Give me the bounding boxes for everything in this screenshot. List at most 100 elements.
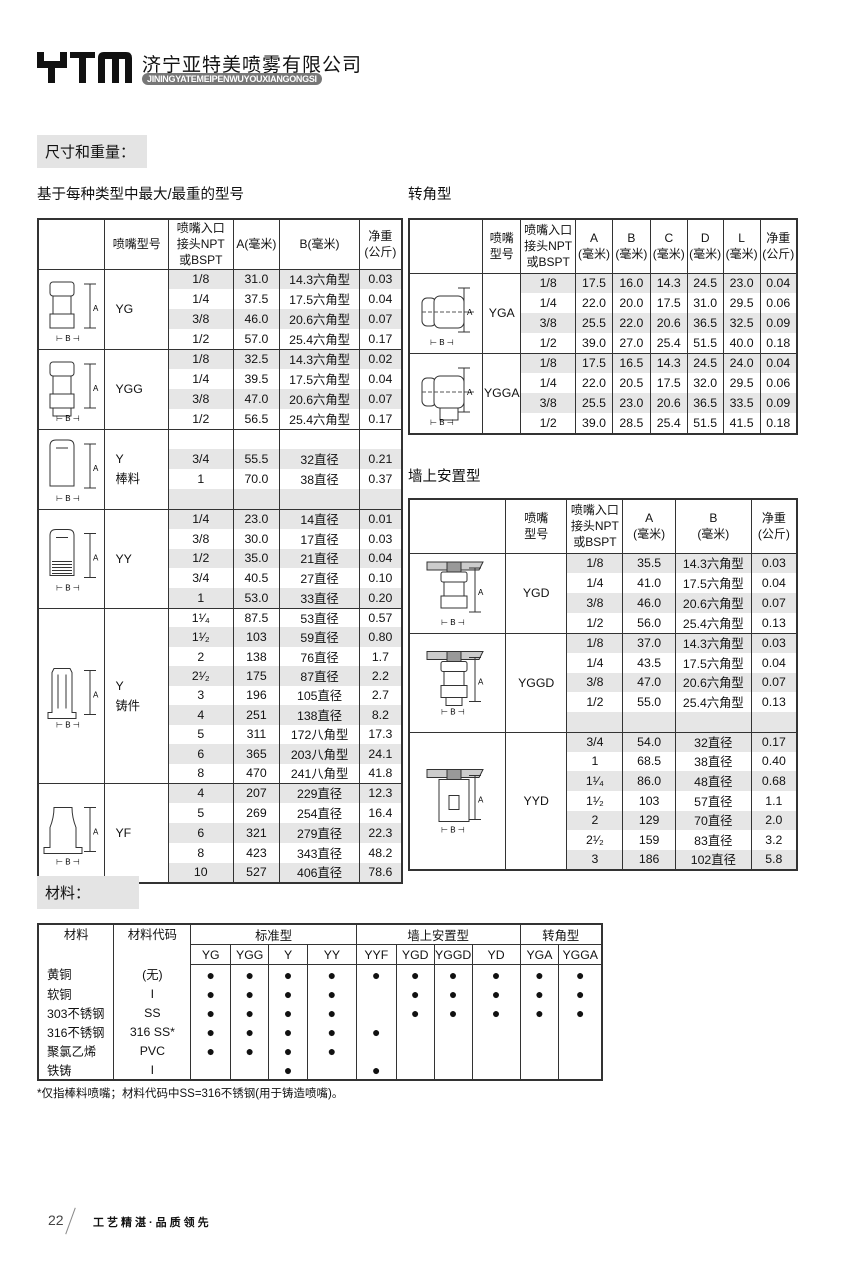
table-cell: 0.04 xyxy=(759,272,797,293)
model-cell: YY xyxy=(104,508,169,608)
column-header-line: (毫米) xyxy=(697,527,730,542)
table-row: 3/8 25.5 23.0 20.6 36.5 33.5 0.09 xyxy=(409,393,797,414)
table-cell: 48.2 xyxy=(358,842,402,863)
table-cell: 3 xyxy=(566,849,623,870)
model-cell: YF xyxy=(104,782,169,883)
table-cell: 31.0 xyxy=(686,293,724,313)
availability-dot: ● xyxy=(306,1022,357,1041)
table-cell: 20.5 xyxy=(611,373,651,394)
table-cell: 2.7 xyxy=(358,685,402,706)
table-row: 4 251 138直径 8.2 xyxy=(38,705,402,725)
availability-dot: ● xyxy=(190,1022,231,1041)
material-name: 聚氯乙烯 xyxy=(47,1044,97,1059)
model-name: YGG xyxy=(115,382,143,396)
table-cell: 3/8 xyxy=(566,672,623,693)
table-cell: 8 xyxy=(168,842,234,863)
material-code: I xyxy=(113,1060,191,1080)
table-cell: 0.40 xyxy=(750,751,797,772)
table-cell: 0.01 xyxy=(358,508,402,529)
model-name: Y xyxy=(115,452,124,466)
table-cell: 17.5六角型 xyxy=(674,573,752,593)
table-cell: 3/8 xyxy=(520,393,576,414)
column-header: 喷嘴入口 接头NPT 或BSPT xyxy=(520,219,576,274)
availability-empty xyxy=(395,1060,435,1080)
table-cell: 1¹⁄₂ xyxy=(566,790,623,811)
table-cell: 3/8 xyxy=(168,528,234,549)
column-header: 喷嘴型号 xyxy=(504,499,567,554)
table-cell: 55.0 xyxy=(622,692,676,713)
nozzle-diagram-yg: A ⊢ B ⊣ xyxy=(38,268,105,349)
availability-empty xyxy=(395,1041,435,1060)
material-code: PVC xyxy=(113,1041,191,1060)
table-cell: 25.5 xyxy=(575,313,613,333)
table-row: 8 470 241八角型 41.8 xyxy=(38,763,402,783)
svg-text:⊢ B ⊣: ⊢ B ⊣ xyxy=(56,857,80,866)
table-row: 1/2 35.0 21直径 0.04 xyxy=(38,548,402,569)
table-cell: 25.4六角型 xyxy=(674,692,752,713)
svg-text:A: A xyxy=(478,588,484,597)
table-cell: 3/4 xyxy=(566,731,623,752)
footer-slogan: 工艺精湛·品质领先 xyxy=(93,1217,212,1229)
table-row: 1 68.5 38直径 0.40 xyxy=(409,751,797,772)
svg-text:⊢ B ⊣: ⊢ B ⊣ xyxy=(56,583,80,592)
table-cell: 241八角型 xyxy=(279,763,360,783)
table-row: 1 53.0 33直径 0.20 xyxy=(38,588,402,608)
model-name: YGA xyxy=(488,306,515,320)
table-cell: 35.5 xyxy=(622,552,676,573)
table-cell: 321 xyxy=(232,822,280,843)
table-cell: 59直径 xyxy=(279,627,360,647)
column-header: 净重 (公斤) xyxy=(759,219,797,274)
table-cell: 31.0 xyxy=(232,268,280,289)
availability-dot: ● xyxy=(268,1060,308,1080)
model-cell: YGG xyxy=(104,348,169,429)
table-row: 1/2 39.0 27.0 25.4 51.5 40.0 0.18 xyxy=(409,333,797,353)
table-cell: 103 xyxy=(232,627,280,647)
table-row: 6 321 279直径 22.3 xyxy=(38,822,402,843)
table-cell: 0.13 xyxy=(750,613,797,633)
header-model: YD xyxy=(471,944,520,965)
availability-empty xyxy=(471,1060,520,1080)
table-cell: 37.0 xyxy=(622,632,676,653)
table-cell: 1 xyxy=(168,588,234,608)
table-cell: 0.20 xyxy=(358,588,402,608)
table-cell: 68.5 xyxy=(622,751,676,772)
table-cell: 20.6六角型 xyxy=(674,672,752,693)
table-cell: 53直径 xyxy=(279,607,360,628)
table-cell: 1/8 xyxy=(520,272,576,293)
column-header: A(毫米) xyxy=(622,499,676,554)
table-cell: 1¹⁄₄ xyxy=(168,607,234,628)
table-cell xyxy=(168,428,234,449)
table-cell: 33.5 xyxy=(722,393,761,414)
table-cell: 0.09 xyxy=(759,313,797,333)
table-cell: 32直径 xyxy=(674,731,752,752)
table-cell: 0.09 xyxy=(759,393,797,414)
table-cell: 35.0 xyxy=(232,548,280,569)
table-row: A ⊢ B ⊣ YF 4 207 229直径 12.3 xyxy=(38,782,402,883)
table-cell: 39.5 xyxy=(232,369,280,389)
svg-text:⊢ B ⊣: ⊢ B ⊣ xyxy=(430,418,454,427)
model-cell: YGGA xyxy=(482,352,521,434)
table-row: 1/4 39.5 17.5六角型 0.04 xyxy=(38,369,402,389)
availability-dot: ● xyxy=(190,964,231,984)
material-row: 316不锈钢 316 SS* ● ● ● ● ● xyxy=(38,1022,602,1041)
table-cell: 423 xyxy=(232,842,280,863)
availability-dot: ● xyxy=(268,1041,308,1060)
table-cell: 0.57 xyxy=(358,607,402,628)
table-cell: 32直径 xyxy=(279,449,360,469)
table-cell: 32.0 xyxy=(686,373,724,394)
table-cell: 8 xyxy=(168,763,234,783)
table-cell: 1/2 xyxy=(168,329,234,349)
table-cell: 56.5 xyxy=(232,409,280,429)
table-cell: 16.0 xyxy=(611,272,651,293)
table-cell: 20.6 xyxy=(649,393,688,414)
material-name: 316不锈钢 xyxy=(47,1025,105,1040)
availability-dot: ● xyxy=(190,984,231,1003)
model-name: YGGD xyxy=(518,675,555,690)
column-header-line: (毫米) xyxy=(633,527,666,542)
availability-dot: ● xyxy=(519,1003,559,1022)
table-cell: 103 xyxy=(622,790,676,811)
nozzle-diagram-yggd: A ⊢ B ⊣ xyxy=(409,632,506,732)
table-cell: 21直径 xyxy=(279,548,360,569)
